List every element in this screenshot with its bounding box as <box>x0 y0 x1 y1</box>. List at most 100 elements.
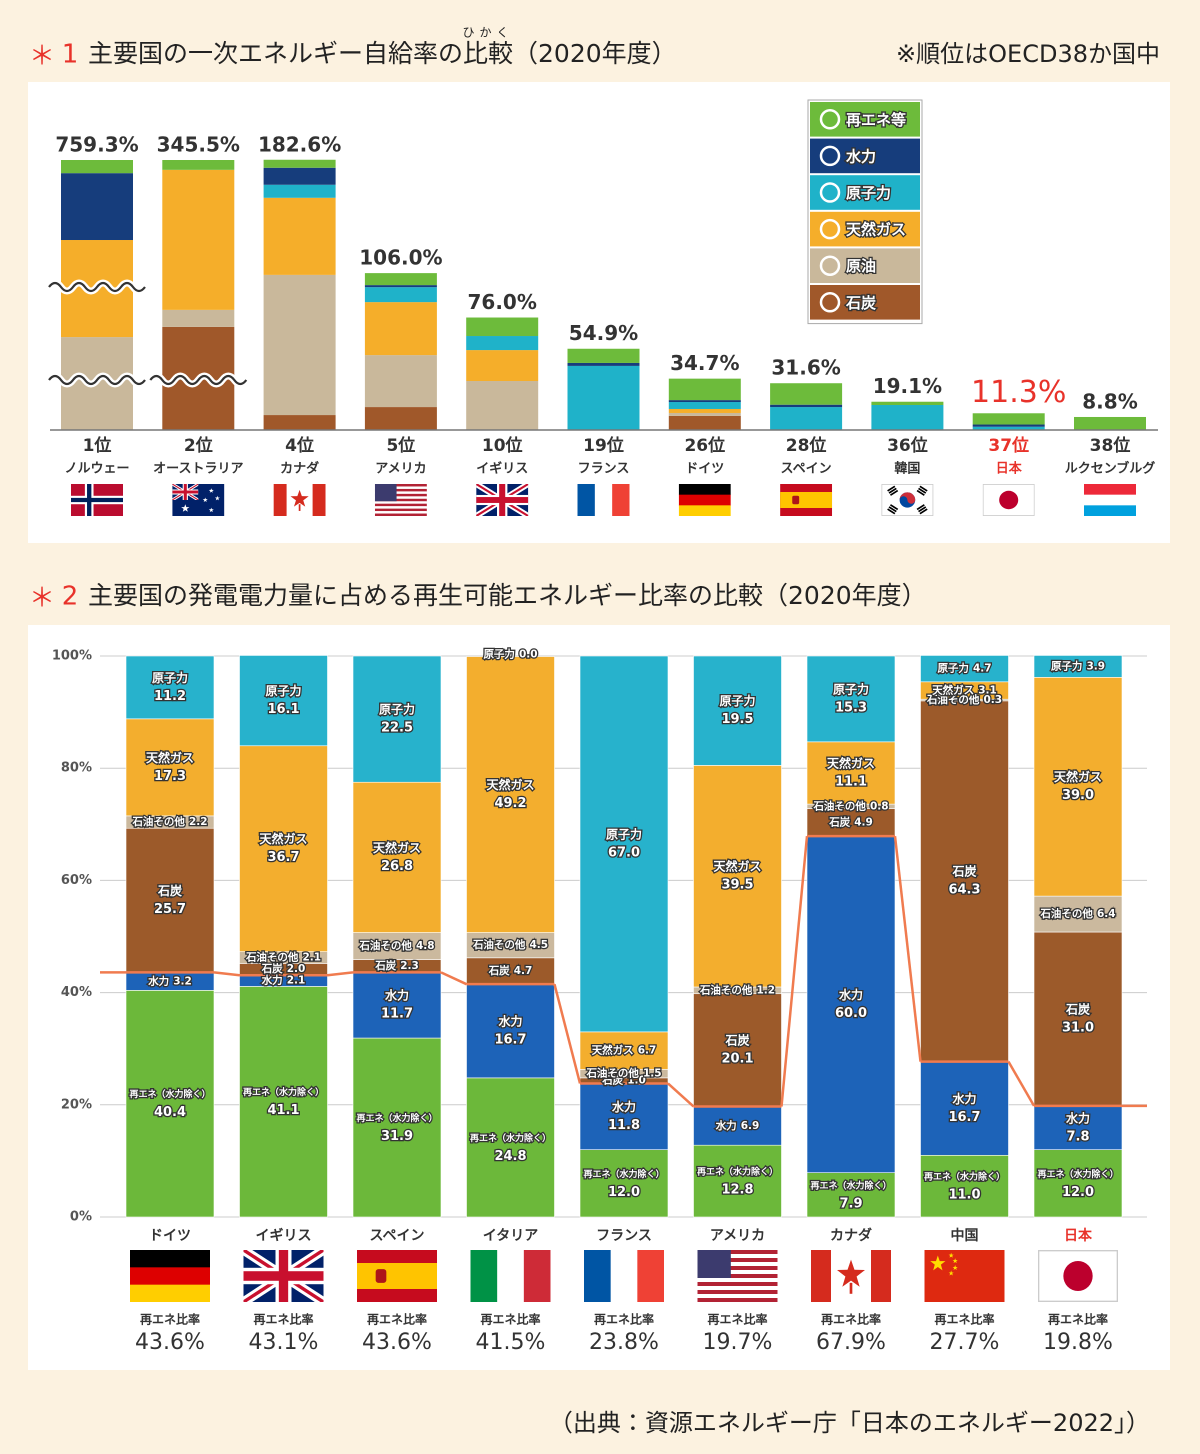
flag <box>1038 1250 1118 1302</box>
bar-segment <box>239 745 328 952</box>
ratio-connector <box>780 835 809 1107</box>
segment-name: 原子力 <box>379 702 415 717</box>
bar-segment <box>364 273 437 286</box>
source: （出典：資源エネルギー庁「日本のエネルギー2022」） <box>549 1409 1150 1437</box>
segment-name: 天然ガス <box>1054 769 1102 784</box>
bar-segment <box>263 159 336 168</box>
bar-segment <box>770 383 843 405</box>
segment-name: 原子力 <box>265 683 301 698</box>
x-tick-label: ルクセンブルグ <box>1065 461 1156 477</box>
bar-segment <box>1033 1149 1123 1218</box>
flag-part <box>919 508 928 515</box>
segment-label: 石炭 2.3 <box>374 959 419 972</box>
segment-label: 石炭 1.0 <box>601 1074 646 1087</box>
value-label: 11.3% <box>971 375 1066 410</box>
flag-part <box>375 1269 387 1283</box>
segment-value: 36.7 <box>267 850 299 865</box>
segment-name: 水力 <box>497 1014 522 1029</box>
flag-part <box>948 1270 954 1276</box>
segment-name: 天然ガス <box>259 831 307 846</box>
ratio-label: 23.8% <box>589 1330 659 1355</box>
segment-value: 0.8 <box>870 800 889 812</box>
flag <box>584 1250 664 1302</box>
segment-value: 7.9 <box>839 1196 862 1211</box>
segment-value: 49.2 <box>494 796 526 811</box>
segment-label: 天然ガス 3.1 <box>932 684 997 697</box>
bar-segment <box>668 402 741 409</box>
flag-part <box>584 1250 612 1302</box>
segment-name: 石炭 <box>724 1033 749 1048</box>
ratio-title: 再エネ比率 <box>934 1312 994 1327</box>
legend-icon <box>819 218 841 240</box>
flag-part <box>208 507 214 513</box>
flag-part <box>849 1282 853 1294</box>
flag-part <box>697 1254 778 1259</box>
segment-value: 12.8 <box>721 1183 753 1198</box>
segment-label: 石油その他 1.2 <box>699 983 775 996</box>
flag-part <box>916 504 925 511</box>
legend-icon <box>819 145 841 167</box>
flag-part <box>697 1266 778 1271</box>
flag-part <box>888 506 897 513</box>
bar-segment <box>364 285 437 288</box>
segment-value: 25.7 <box>154 902 186 917</box>
segment-name: 石油その他 <box>585 1067 639 1080</box>
x-tick-label: 日本 <box>1064 1227 1093 1244</box>
bar-segment <box>125 990 215 1218</box>
bar-segment <box>806 808 896 837</box>
ratio-title: 再エネ比率 <box>140 1312 200 1327</box>
segment-value: 17.3 <box>154 769 186 784</box>
flag-part <box>208 488 214 493</box>
bar-segment <box>579 1031 669 1070</box>
rank-label: 26位 <box>684 435 725 456</box>
bar-segment <box>466 957 555 985</box>
title-marker: ＊ <box>29 584 55 614</box>
bar-segment <box>263 274 336 416</box>
flag-part <box>497 1250 525 1302</box>
segment-name: 原子力 <box>606 826 642 841</box>
bar-segment <box>125 655 215 720</box>
segment-value: 6.4 <box>1097 908 1116 920</box>
segment-name: 水力 <box>147 974 169 987</box>
segment-name: 水力 <box>611 1099 636 1114</box>
segment-name: 天然ガス <box>713 859 761 874</box>
ratio-label: 67.9% <box>816 1330 886 1355</box>
segment-value: 19.5 <box>721 712 753 727</box>
flag-part <box>899 492 916 504</box>
segment-name: 水力 <box>715 1119 737 1132</box>
ratio-connector <box>213 971 240 977</box>
bar-segment <box>972 424 1045 427</box>
flag-part <box>374 511 427 514</box>
ratio-label: 27.7% <box>930 1330 1000 1355</box>
flag <box>470 1250 551 1302</box>
flag-part <box>697 1270 778 1275</box>
segment-value: 11.1 <box>835 774 867 789</box>
rank-label: 2位 <box>184 435 213 456</box>
legend-label: 原油 <box>846 257 876 275</box>
segment-label: 石油その他 1.5 <box>585 1067 661 1080</box>
legend-icon <box>819 109 841 130</box>
bar-segment <box>972 413 1045 425</box>
flag-part <box>780 492 833 508</box>
segment-value: 4.7 <box>514 965 533 977</box>
legend-swatch <box>810 285 920 320</box>
segment-name: 石油その他 <box>926 693 980 706</box>
segment-value: 2.3 <box>400 960 419 972</box>
flag-part <box>374 486 427 490</box>
segment-value: 0.3 <box>983 694 1002 706</box>
segment-value: 22.5 <box>381 721 413 736</box>
bar-segment <box>920 655 1009 683</box>
flag-part <box>889 504 899 511</box>
segment-label: 原子力 3.9 <box>1051 659 1105 672</box>
legend-icon <box>819 292 841 313</box>
flag-part <box>1063 1260 1093 1292</box>
value-label: 19.1% <box>873 374 942 398</box>
y-tick-label: 20% <box>61 1097 92 1112</box>
flag-part <box>374 508 427 512</box>
flag-part <box>887 485 896 492</box>
flag-part <box>523 1250 551 1302</box>
flag-part <box>837 1259 865 1287</box>
flag-part <box>374 493 427 497</box>
segment-value: 3.9 <box>1086 660 1105 672</box>
segment-name: 石炭 <box>157 883 182 898</box>
